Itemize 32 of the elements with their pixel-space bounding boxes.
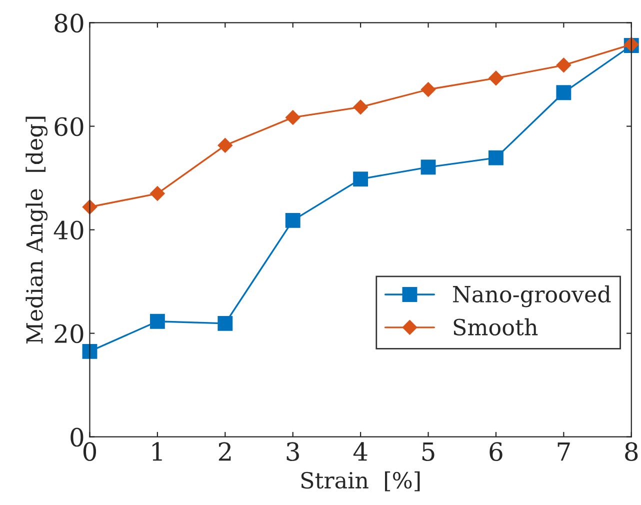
point bbox=[285, 212, 300, 228]
point bbox=[218, 316, 233, 331]
point bbox=[353, 100, 368, 114]
point bbox=[556, 85, 572, 100]
x-tick-label: 0 bbox=[83, 442, 96, 462]
point bbox=[488, 150, 504, 166]
x-tick-label: 7 bbox=[558, 442, 570, 461]
y-tick-label: 60 bbox=[54, 117, 84, 136]
x-tick-label: 3 bbox=[286, 442, 299, 462]
point bbox=[353, 172, 368, 187]
x-tick-label: 6 bbox=[490, 442, 502, 462]
y-axis-title: Median Angle [deg] bbox=[26, 116, 48, 344]
y-tick-label: 80 bbox=[54, 14, 84, 33]
point bbox=[285, 110, 300, 125]
x-tick-label: 1 bbox=[152, 442, 162, 461]
y-tick-label: 40 bbox=[54, 220, 84, 240]
x-axis-title: Strain [%] bbox=[301, 471, 420, 492]
legend-label: Nano-grooved bbox=[453, 285, 611, 308]
legend-label: Smooth bbox=[454, 318, 538, 336]
y-tick-label: 0 bbox=[70, 428, 84, 447]
x-tick-label: 5 bbox=[422, 442, 434, 462]
point bbox=[488, 70, 504, 86]
x-tick-label: 8 bbox=[625, 442, 638, 462]
point bbox=[218, 138, 233, 153]
point bbox=[556, 58, 572, 73]
y-tick-label: 20 bbox=[54, 324, 84, 344]
x-tick-label: 4 bbox=[353, 442, 368, 461]
point bbox=[150, 314, 165, 329]
point bbox=[420, 82, 436, 97]
x-tick-label: 2 bbox=[218, 442, 231, 461]
point bbox=[150, 186, 165, 201]
point bbox=[420, 160, 436, 175]
